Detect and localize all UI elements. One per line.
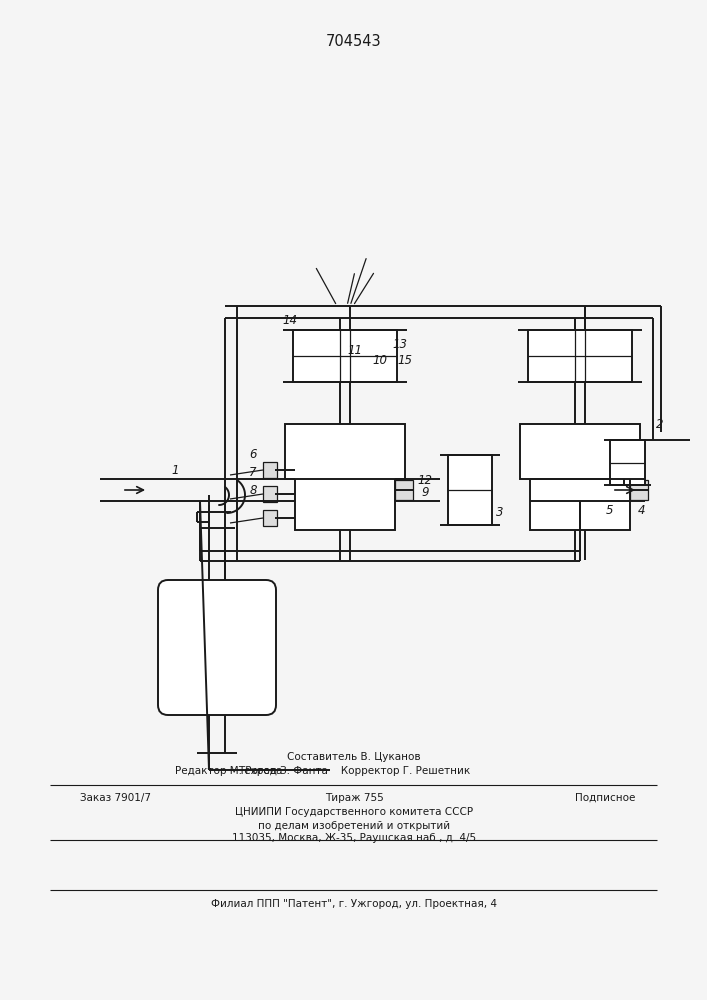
Text: 8: 8 [250,484,257,496]
Text: 10: 10 [373,354,387,366]
Text: 11: 11 [348,344,363,357]
Bar [263,462,277,478]
Bar [293,330,397,382]
Bar [295,450,395,530]
Bar [448,455,492,525]
Bar [263,510,277,526]
Text: 9: 9 [421,486,428,498]
Bar [610,440,645,485]
Text: Филиал ППП "Патент", г. Ужгород, ул. Проектная, 4: Филиал ППП "Патент", г. Ужгород, ул. Про… [211,899,497,909]
Text: по делам изобретений и открытий: по делам изобретений и открытий [258,821,450,831]
Text: 4: 4 [638,504,645,516]
Bar [395,480,413,500]
Text: 5: 5 [606,504,614,516]
Text: Техред З. Фанта    Корректор Г. Решетник: Техред З. Фанта Корректор Г. Решетник [238,766,470,776]
Bar [630,480,648,500]
Text: 1: 1 [171,464,179,477]
Bar [520,424,640,479]
Text: Редактор М. Рогова: Редактор М. Рогова [175,766,282,776]
Text: 6: 6 [250,448,257,460]
Text: Подписное: Подписное [575,793,636,803]
Text: ЦНИИПИ Государственного комитета СССР: ЦНИИПИ Государственного комитета СССР [235,807,473,817]
Text: 12: 12 [418,474,433,487]
Bar [285,424,405,479]
Text: 7: 7 [250,466,257,479]
Text: 3: 3 [496,506,504,518]
Text: Тираж 755: Тираж 755 [325,793,383,803]
Text: 2: 2 [656,418,664,432]
Bar [528,330,632,382]
FancyBboxPatch shape [158,580,276,715]
Bar [530,450,630,530]
Bar [263,486,277,502]
Text: 704543: 704543 [326,34,382,49]
Text: 14: 14 [283,314,298,326]
Text: 113035, Москва, Ж-35, Раушская наб., д. 4/5: 113035, Москва, Ж-35, Раушская наб., д. … [232,833,476,843]
Text: Составитель В. Цуканов: Составитель В. Цуканов [287,752,421,762]
Text: 13: 13 [392,338,407,352]
Text: 15: 15 [397,354,412,366]
Text: Заказ 7901/7: Заказ 7901/7 [80,793,151,803]
